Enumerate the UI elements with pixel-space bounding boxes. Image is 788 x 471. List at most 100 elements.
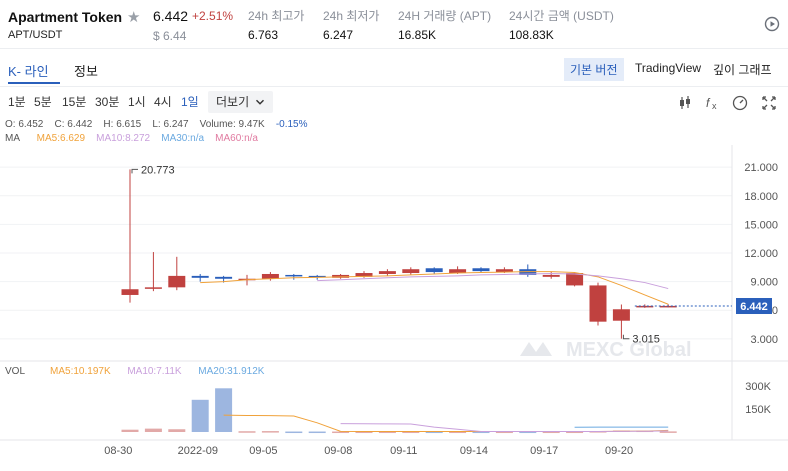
volume-bar: [449, 431, 467, 434]
interval-4h[interactable]: 4시: [154, 95, 172, 109]
volume-bar: [332, 431, 350, 434]
tab-kline-underline: [8, 82, 60, 84]
vol-label: VOL: [5, 366, 26, 377]
candle-body: [449, 269, 467, 274]
tabs-divider: [0, 86, 788, 87]
chart-tabs: K- 라인 정보 기본 버전 TradingView 깊이 그래프: [0, 54, 788, 86]
ma-legend: MA MA5:6.629 MA10:8.272 MA30:n/a MA60:n/…: [5, 133, 258, 144]
stat-value-high: 6.763: [248, 28, 279, 42]
ohlc-change: -0.15%: [275, 119, 308, 130]
last-price-label: 6.442: [740, 301, 768, 313]
volume-bar: [355, 431, 373, 434]
interval-5m[interactable]: 5분: [34, 95, 52, 109]
header-divider: [0, 48, 788, 49]
view-basic-button[interactable]: 기본 버전: [564, 58, 624, 81]
volume-bar: [121, 429, 139, 432]
favorite-star-icon[interactable]: ★: [127, 9, 141, 26]
settings-gauge-icon[interactable]: [731, 94, 749, 112]
interval-15m[interactable]: 15분: [62, 95, 87, 109]
x-tick-label: 09-05: [249, 445, 277, 457]
y-tick-label: 21.000: [744, 162, 778, 174]
stat-label-amount: 24시간 금액 (USDT): [509, 9, 614, 23]
ohlc-low: L: 6.247: [152, 119, 189, 130]
candle-body: [566, 273, 584, 286]
candle-type-icon[interactable]: [676, 94, 694, 112]
stat-value-amount: 108.83K: [509, 28, 554, 42]
vol-ma10-value: MA10:7.11K: [127, 366, 182, 377]
interval-more-dropdown[interactable]: 더보기: [208, 91, 274, 113]
ohlc-high: H: 6.615: [103, 119, 142, 130]
view-tradingview-button[interactable]: TradingView: [635, 61, 702, 75]
y-tick-label: 15.000: [744, 219, 778, 231]
ma30-value: MA30:n/a: [161, 133, 205, 144]
stat-value-low: 6.247: [323, 28, 354, 42]
svg-text:x: x: [712, 101, 717, 111]
volume-bar: [659, 431, 677, 433]
candle-body: [285, 274, 303, 277]
candle-body: [308, 275, 326, 278]
volume-bar: [144, 428, 162, 432]
y-tick-label: 18.000: [744, 191, 778, 203]
volume-bar: [215, 388, 233, 432]
kline-chart[interactable]: MEXC Global 21.000 18.000 15.000 12.000 9.00…: [0, 145, 788, 471]
high-annotation: 20.773: [141, 164, 175, 176]
volume-bar: [495, 431, 513, 434]
interval-1m[interactable]: 1분: [8, 95, 26, 109]
candle-body: [542, 274, 560, 277]
candle-body: [495, 269, 513, 273]
ma10-value: MA10:8.272: [96, 133, 151, 144]
candle-body: [215, 276, 233, 279]
watermark: MEXC Global: [566, 339, 692, 361]
candle-body: [589, 285, 607, 322]
volume-bar: [308, 431, 326, 434]
stat-label-volume: 24H 거래량 (APT): [398, 9, 492, 23]
vol-tick-label: 150K: [745, 404, 771, 416]
view-depth-button[interactable]: 깊이 그래프: [713, 63, 772, 77]
last-price: 6.442: [153, 8, 189, 24]
stat-value-volume: 16.85K: [398, 28, 437, 42]
candle-body: [378, 271, 396, 274]
low-annotation: 3.015: [632, 334, 660, 346]
interval-30m[interactable]: 30분: [95, 95, 120, 109]
interval-more-label: 더보기: [216, 95, 250, 109]
x-tick-label: 09-14: [460, 445, 488, 457]
stat-label-low: 24h 최저가: [323, 9, 380, 23]
volume-bar: [238, 431, 256, 433]
vol-ma5-value: MA5:10.197K: [50, 366, 111, 377]
pair-label: APT/USDT: [8, 29, 63, 41]
candle-body: [191, 275, 209, 278]
candle-body: [168, 275, 186, 288]
candle-body: [261, 273, 279, 279]
volume-bar: [285, 431, 303, 434]
ma60-value: MA60:n/a: [215, 133, 258, 144]
volume-bar: [472, 431, 490, 434]
chevron-down-icon: [256, 99, 265, 105]
candle-body: [425, 268, 443, 273]
play-icon[interactable]: [764, 16, 780, 32]
volume-bar: [542, 431, 560, 434]
vol-tick-label: 300K: [745, 381, 771, 393]
ohlc-volume: Volume: 9.47K: [199, 119, 265, 130]
y-tick-label: 3.000: [750, 334, 778, 346]
interval-1d[interactable]: 1일: [181, 95, 199, 109]
tab-info[interactable]: 정보: [74, 64, 98, 79]
fullscreen-icon[interactable]: [760, 94, 778, 112]
volume-bar: [425, 431, 443, 434]
volume-legend: VOL MA5:10.197K MA10:7.11K MA20:31.912K: [5, 366, 264, 377]
vol-ma20-value: MA20:31.912K: [198, 366, 265, 377]
candle-body: [355, 273, 373, 277]
candle-body: [636, 305, 654, 308]
volume-bar: [191, 399, 209, 432]
candle-body: [402, 269, 420, 274]
volume-bar: [168, 429, 186, 432]
x-tick-label: 09-17: [530, 445, 558, 457]
tab-kline[interactable]: K- 라인: [8, 64, 49, 79]
volume-bar: [519, 431, 537, 434]
low-marker-line: [622, 334, 630, 340]
x-tick-label: 08-30: [104, 445, 132, 457]
interval-1h[interactable]: 1시: [128, 95, 146, 109]
vol-ma5-line: [223, 414, 669, 433]
ma-label: MA: [5, 133, 20, 144]
y-tick-label: 12.000: [744, 248, 778, 260]
